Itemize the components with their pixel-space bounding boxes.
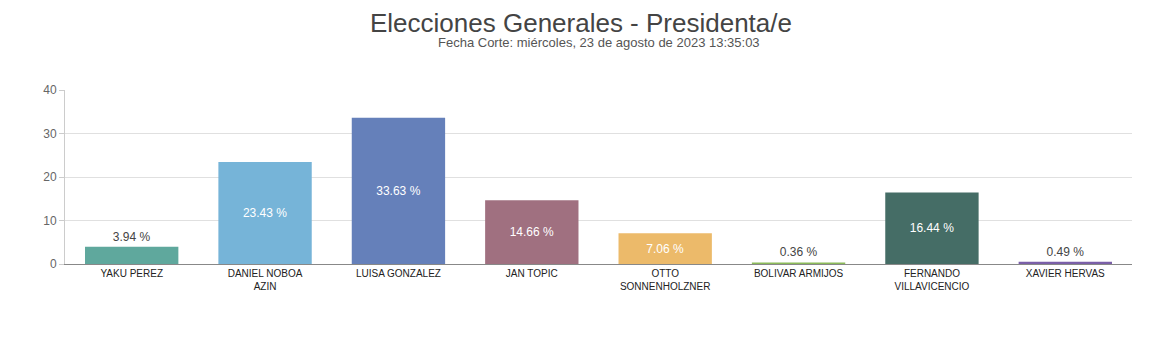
svg-text:33.63 %: 33.63 % — [376, 184, 420, 198]
svg-text:0.36 %: 0.36 % — [780, 245, 818, 259]
svg-text:Fecha Corte: miércoles, 23 de: Fecha Corte: miércoles, 23 de agosto de … — [438, 35, 760, 50]
svg-text:JAN TOPIC: JAN TOPIC — [506, 268, 558, 279]
svg-text:10: 10 — [43, 214, 57, 228]
svg-text:30: 30 — [43, 127, 57, 141]
svg-text:DANIEL NOBOAAZIN: DANIEL NOBOAAZIN — [228, 268, 303, 292]
svg-text:0: 0 — [50, 257, 57, 271]
svg-text:YAKU PEREZ: YAKU PEREZ — [100, 268, 163, 279]
svg-text:7.06 %: 7.06 % — [646, 242, 684, 256]
svg-text:40: 40 — [43, 83, 57, 97]
svg-text:3.94 %: 3.94 % — [113, 230, 151, 244]
svg-text:Elecciones Generales - Preside: Elecciones Generales - Presidenta/e — [370, 8, 792, 38]
svg-text:BOLIVAR ARMIJOS: BOLIVAR ARMIJOS — [754, 268, 844, 279]
svg-text:0.49 %: 0.49 % — [1046, 245, 1084, 259]
svg-text:20: 20 — [43, 170, 57, 184]
svg-text:14.66 %: 14.66 % — [510, 225, 554, 239]
svg-text:OTTOSONNENHOLZNER: OTTOSONNENHOLZNER — [620, 268, 711, 292]
svg-text:XAVIER HERVAS: XAVIER HERVAS — [1026, 268, 1105, 279]
svg-text:LUISA GONZALEZ: LUISA GONZALEZ — [356, 268, 441, 279]
svg-text:23.43 %: 23.43 % — [243, 206, 287, 220]
svg-text:16.44 %: 16.44 % — [910, 221, 954, 235]
svg-text:FERNANDOVILLAVICENCIO: FERNANDOVILLAVICENCIO — [895, 268, 970, 292]
